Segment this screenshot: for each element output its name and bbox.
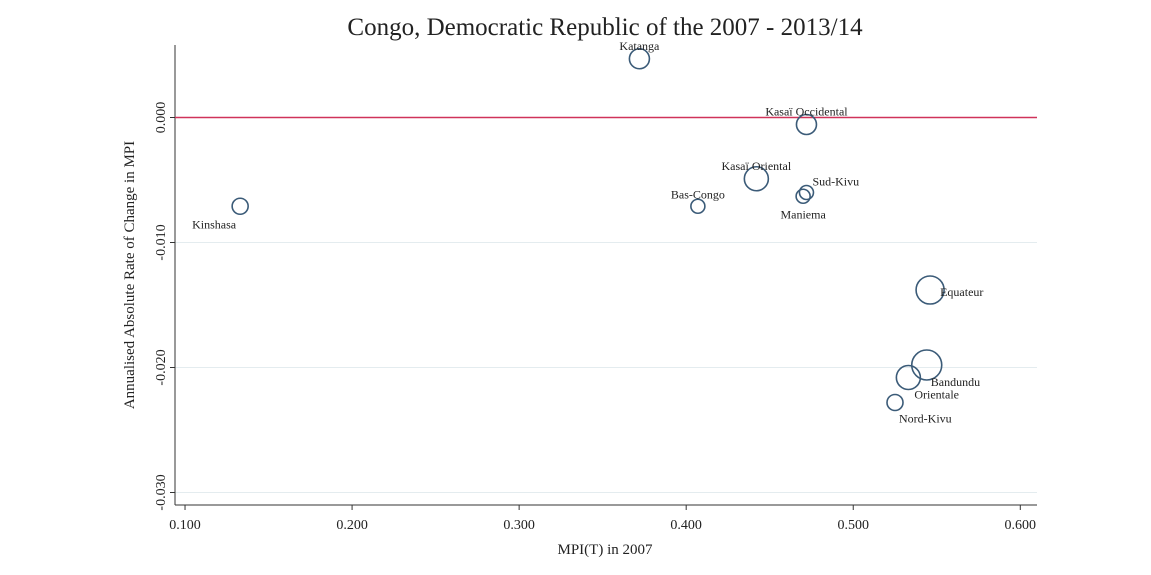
x-tick-label: 0.500 <box>837 518 869 533</box>
point-label: Orientale <box>914 388 959 402</box>
chart-title: Congo, Democratic Republic of the 2007 -… <box>347 14 863 41</box>
x-tick-label: 0.600 <box>1005 518 1037 533</box>
point-label: Maniema <box>780 207 826 221</box>
point-label: Kasaï Occidental <box>765 105 848 119</box>
bubble <box>743 165 770 192</box>
x-tick-label: 0.100 <box>169 518 201 533</box>
bubble <box>690 198 706 215</box>
y-tick-label: -0.020 <box>154 349 169 385</box>
bubble <box>886 393 904 412</box>
x-axis-label: MPI(T) in 2007 <box>558 542 653 558</box>
bubble <box>798 184 815 201</box>
x-tick-label: 0.200 <box>336 518 368 533</box>
bubble <box>910 349 943 381</box>
point-label: Nord-Kivu <box>899 412 952 426</box>
bubble <box>795 113 818 136</box>
bubble <box>231 197 249 216</box>
point-label: Sud-Kivu <box>812 175 859 189</box>
bubble <box>795 188 811 205</box>
bubble <box>628 47 651 70</box>
y-axis-label: Annualised Absolute Rate of Change in MP… <box>122 141 138 409</box>
y-tick-label: -0.030 <box>154 474 169 510</box>
point-label: Kasaï Oriental <box>722 159 792 173</box>
y-tick-label: 0.000 <box>154 102 169 134</box>
bubble <box>915 275 945 305</box>
point-label: Bandundu <box>931 375 980 389</box>
bubble <box>895 364 922 391</box>
point-label: Kinshasa <box>192 217 237 231</box>
point-label: Bas-Congo <box>671 187 725 201</box>
point-label: Equateur <box>940 285 983 299</box>
x-tick-label: 0.300 <box>503 518 535 533</box>
y-tick-label: -0.010 <box>154 224 169 260</box>
x-tick-label: 0.400 <box>670 518 702 533</box>
point-label: Katanga <box>619 39 660 53</box>
